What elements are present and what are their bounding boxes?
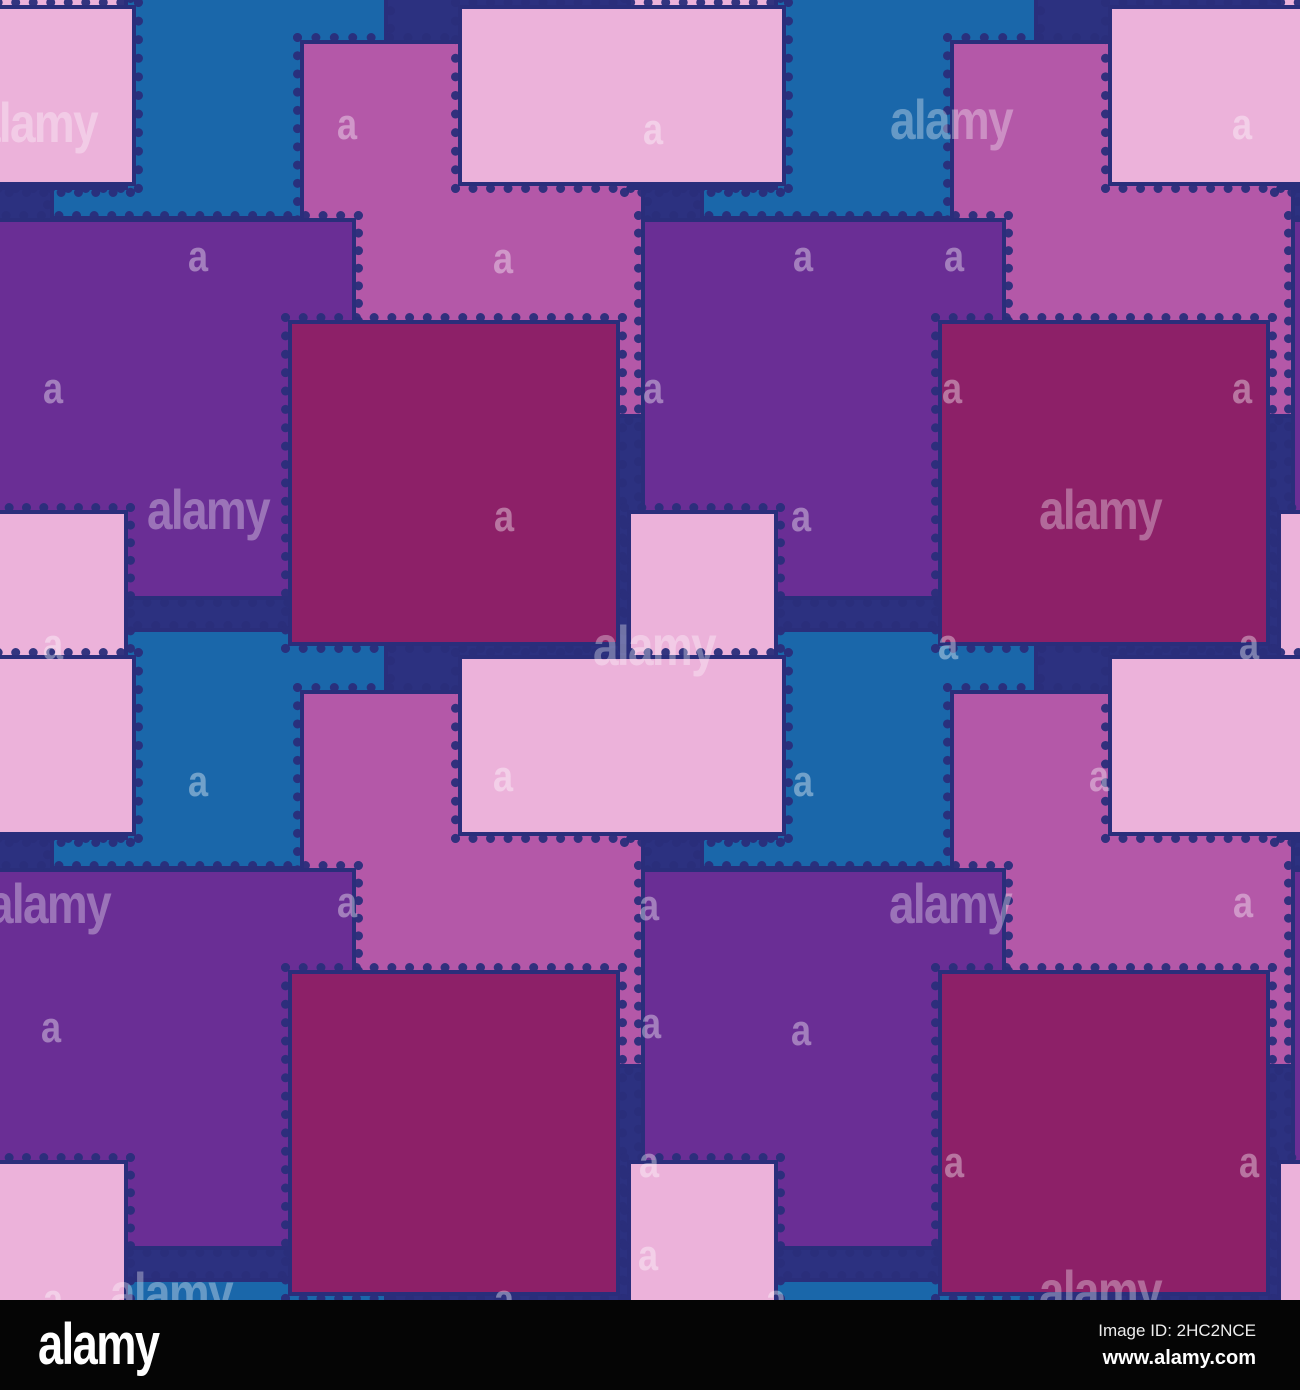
fabric-patch-pink-tall bbox=[1270, 1153, 1300, 1300]
fabric-patch-pink-wide bbox=[1101, 648, 1300, 843]
fabric-patch-pink-wide bbox=[1101, 0, 1300, 193]
website-url-text: www.alamy.com bbox=[1102, 1346, 1256, 1369]
fabric-patch-wine-square bbox=[931, 313, 1277, 653]
fabric-patch-wine-square bbox=[931, 963, 1277, 1300]
fabric-patch-pink-wide bbox=[451, 0, 793, 193]
fabric-patch-pink-wide bbox=[0, 0, 143, 193]
fabric-patch-pink-wide bbox=[451, 648, 793, 843]
image-id-text: Image ID: 2HC2NCE bbox=[1098, 1320, 1256, 1340]
footer-bar: alamy Image ID: 2HC2NCE www.alamy.com bbox=[0, 1300, 1300, 1390]
fabric-patch-pink-tall bbox=[0, 1153, 135, 1300]
alamy-logo: alamy bbox=[38, 1312, 160, 1377]
footer-meta: Image ID: 2HC2NCE www.alamy.com bbox=[1098, 1321, 1256, 1370]
fabric-patch-wine-square bbox=[281, 313, 627, 653]
fabric-patch-wine-square bbox=[281, 963, 627, 1300]
pattern-area bbox=[0, 0, 1300, 1300]
fabric-patch-pink-wide bbox=[0, 648, 143, 843]
fabric-patch-pink-tall bbox=[620, 1153, 785, 1300]
